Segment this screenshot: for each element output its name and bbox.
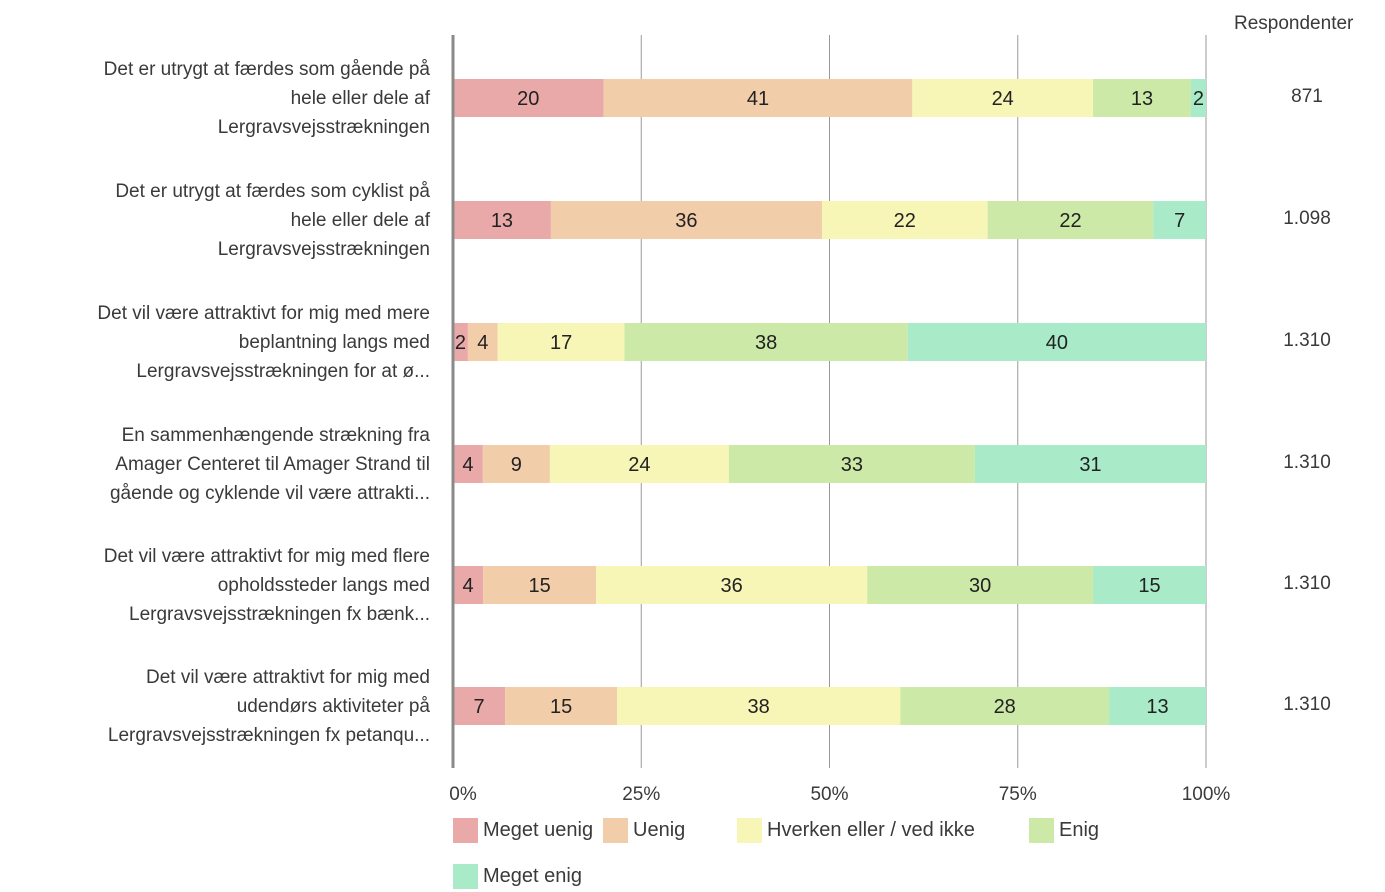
bar-segment (453, 79, 604, 117)
respondents-value: 1.310 (1283, 573, 1331, 594)
legend-item: Enig (1029, 818, 1099, 843)
bar-value-label: 2 (455, 332, 466, 354)
legend-item: Meget uenig (453, 818, 593, 843)
x-tick-label: 100% (1181, 784, 1231, 805)
respondents-value: 1.310 (1283, 694, 1331, 715)
respondents-value: 871 (1291, 86, 1323, 107)
legend-swatch (1029, 818, 1054, 843)
bar-segment (549, 445, 729, 483)
category-label: Det vil være attraktivt for mig med fler… (103, 546, 430, 625)
legend-item: Meget enig (453, 864, 582, 889)
legend-swatch (737, 818, 762, 843)
bar-value-label: 30 (969, 575, 991, 597)
bar-value-label: 7 (1174, 210, 1185, 232)
bar-value-label: 31 (1079, 454, 1101, 476)
bar-segment (624, 323, 908, 361)
category-label: Det vil være attraktivt for mig med udend… (107, 667, 430, 746)
category-label: Det er utrygt at færdes som gående på hel… (103, 59, 430, 138)
bar-value-label: 22 (1059, 210, 1081, 232)
bar-value-label: 36 (675, 210, 697, 232)
bar-segment (900, 687, 1110, 725)
bar-segment (1109, 687, 1206, 725)
bar-value-label: 28 (994, 696, 1016, 718)
bar-value-label: 15 (550, 696, 572, 718)
respondents-value: 1.310 (1283, 330, 1331, 351)
bar-segment (907, 323, 1206, 361)
bar-value-label: 2 (1193, 88, 1204, 110)
legend-label: Hverken eller / ved ikke (767, 819, 975, 841)
bar-value-label: 15 (528, 575, 550, 597)
bar-value-label: 24 (628, 454, 650, 476)
legend-item: Hverken eller / ved ikke (737, 818, 975, 843)
bar-segment (505, 687, 618, 725)
bar-segment (603, 79, 913, 117)
legend-label: Enig (1059, 819, 1100, 841)
category-label: Det vil være attraktivt for mig med mere… (97, 303, 430, 382)
legend-swatch (453, 818, 478, 843)
bar-segment (987, 201, 1154, 239)
legend-label: Meget enig (483, 865, 582, 887)
bar-segment (821, 201, 988, 239)
bar-segment (467, 323, 498, 361)
bar-segment (453, 445, 483, 483)
bar-segment (617, 687, 901, 725)
legend-swatch (603, 818, 628, 843)
legend-item: Uenig (603, 818, 685, 843)
bar-value-label: 4 (462, 454, 473, 476)
bar-value-label: 36 (720, 575, 742, 597)
legend-label: Meget uenig (483, 819, 594, 841)
bar-value-label: 13 (1146, 696, 1168, 718)
bar-segment (596, 566, 868, 604)
bar-value-label: 15 (1138, 575, 1160, 597)
bar-segment (912, 79, 1094, 117)
bar-segment (453, 201, 551, 239)
respondents-value: 1.098 (1283, 208, 1331, 229)
bar-segment (1190, 79, 1206, 117)
x-tick-label: 0% (449, 784, 477, 805)
bar-value-label: 9 (511, 454, 522, 476)
bar-value-label: 13 (491, 210, 513, 232)
bar-value-label: 38 (755, 332, 777, 354)
bar-segment (453, 687, 506, 725)
respondents-header: Respondenter (1234, 13, 1354, 34)
bar-segment (728, 445, 975, 483)
bar-value-label: 17 (550, 332, 572, 354)
bar-segment (1153, 201, 1206, 239)
legend-swatch (453, 864, 478, 889)
bar-value-label: 40 (1046, 332, 1068, 354)
bar-value-label: 7 (474, 696, 485, 718)
bar-segment (550, 201, 822, 239)
bar-value-label: 41 (747, 88, 769, 110)
bar-segment (482, 445, 550, 483)
bar-segment (497, 323, 625, 361)
bar-value-label: 33 (841, 454, 863, 476)
x-tick-label: 50% (810, 784, 849, 805)
x-tick-label: 75% (998, 784, 1037, 805)
bar-segment (1093, 79, 1191, 117)
respondents-value: 1.310 (1283, 452, 1331, 473)
bar-segment (453, 566, 484, 604)
bar-segment (974, 445, 1206, 483)
category-label: Det er utrygt at færdes som cyklist på he… (115, 181, 430, 260)
bar-value-label: 4 (477, 332, 488, 354)
legend-label: Uenig (633, 819, 686, 841)
category-label: En sammenhængende strækning fra Amager Ce… (109, 425, 430, 504)
bar-value-label: 22 (894, 210, 916, 232)
x-tick-label: 25% (622, 784, 661, 805)
bar-value-label: 20 (517, 88, 539, 110)
bar-segment (483, 566, 597, 604)
bar-value-label: 13 (1131, 88, 1153, 110)
bar-value-label: 38 (748, 696, 770, 718)
bar-value-label: 4 (462, 575, 473, 597)
bar-segment (453, 323, 468, 361)
bar-value-label: 24 (992, 88, 1014, 110)
bar-segment (1093, 566, 1206, 604)
bar-segment (867, 566, 1094, 604)
